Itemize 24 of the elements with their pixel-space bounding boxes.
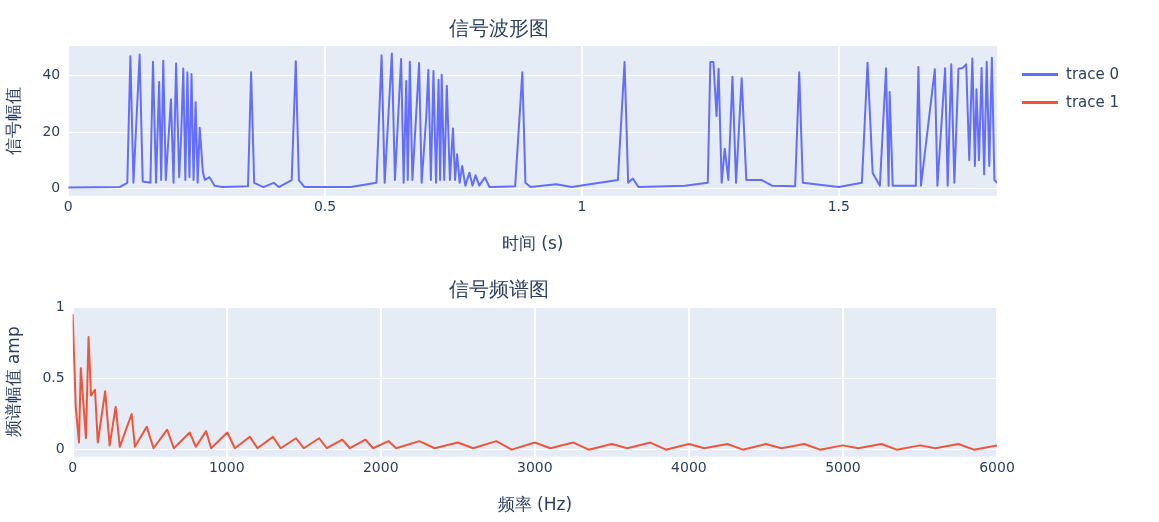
x-tick-label: 0 xyxy=(68,458,78,475)
x-axis-title: 时间 (s) xyxy=(501,233,564,254)
x-tick-label: 1.5 xyxy=(827,197,850,214)
legend-label: trace 1 xyxy=(1066,93,1120,111)
legend-label: trace 0 xyxy=(1066,65,1120,83)
x-tick-label: 5000 xyxy=(825,458,861,475)
x-tick-label: 6000 xyxy=(979,458,1015,475)
y-tick-label: 0.5 xyxy=(42,368,65,385)
y-tick-label: 0 xyxy=(51,179,61,196)
y-axis-title: 频谱幅值 amp xyxy=(2,326,23,438)
x-tick-label: 1 xyxy=(577,197,587,214)
y-tick-label: 1 xyxy=(55,297,65,314)
y-tick-label: 40 xyxy=(42,66,61,83)
x-tick-label: 0.5 xyxy=(313,197,337,214)
y-tick-label: 20 xyxy=(42,122,61,139)
y-axis-title: 信号幅值 xyxy=(2,86,23,155)
chart-title: 信号波形图 xyxy=(448,16,549,41)
chart-title: 信号频谱图 xyxy=(448,277,549,302)
x-tick-label: 1000 xyxy=(208,458,245,475)
x-tick-label: 3000 xyxy=(517,458,553,475)
x-tick-label: 2000 xyxy=(362,458,399,475)
x-tick-label: 4000 xyxy=(671,458,707,475)
y-tick-label: 0 xyxy=(55,440,65,457)
x-axis-title: 频率 (Hz) xyxy=(497,494,573,515)
